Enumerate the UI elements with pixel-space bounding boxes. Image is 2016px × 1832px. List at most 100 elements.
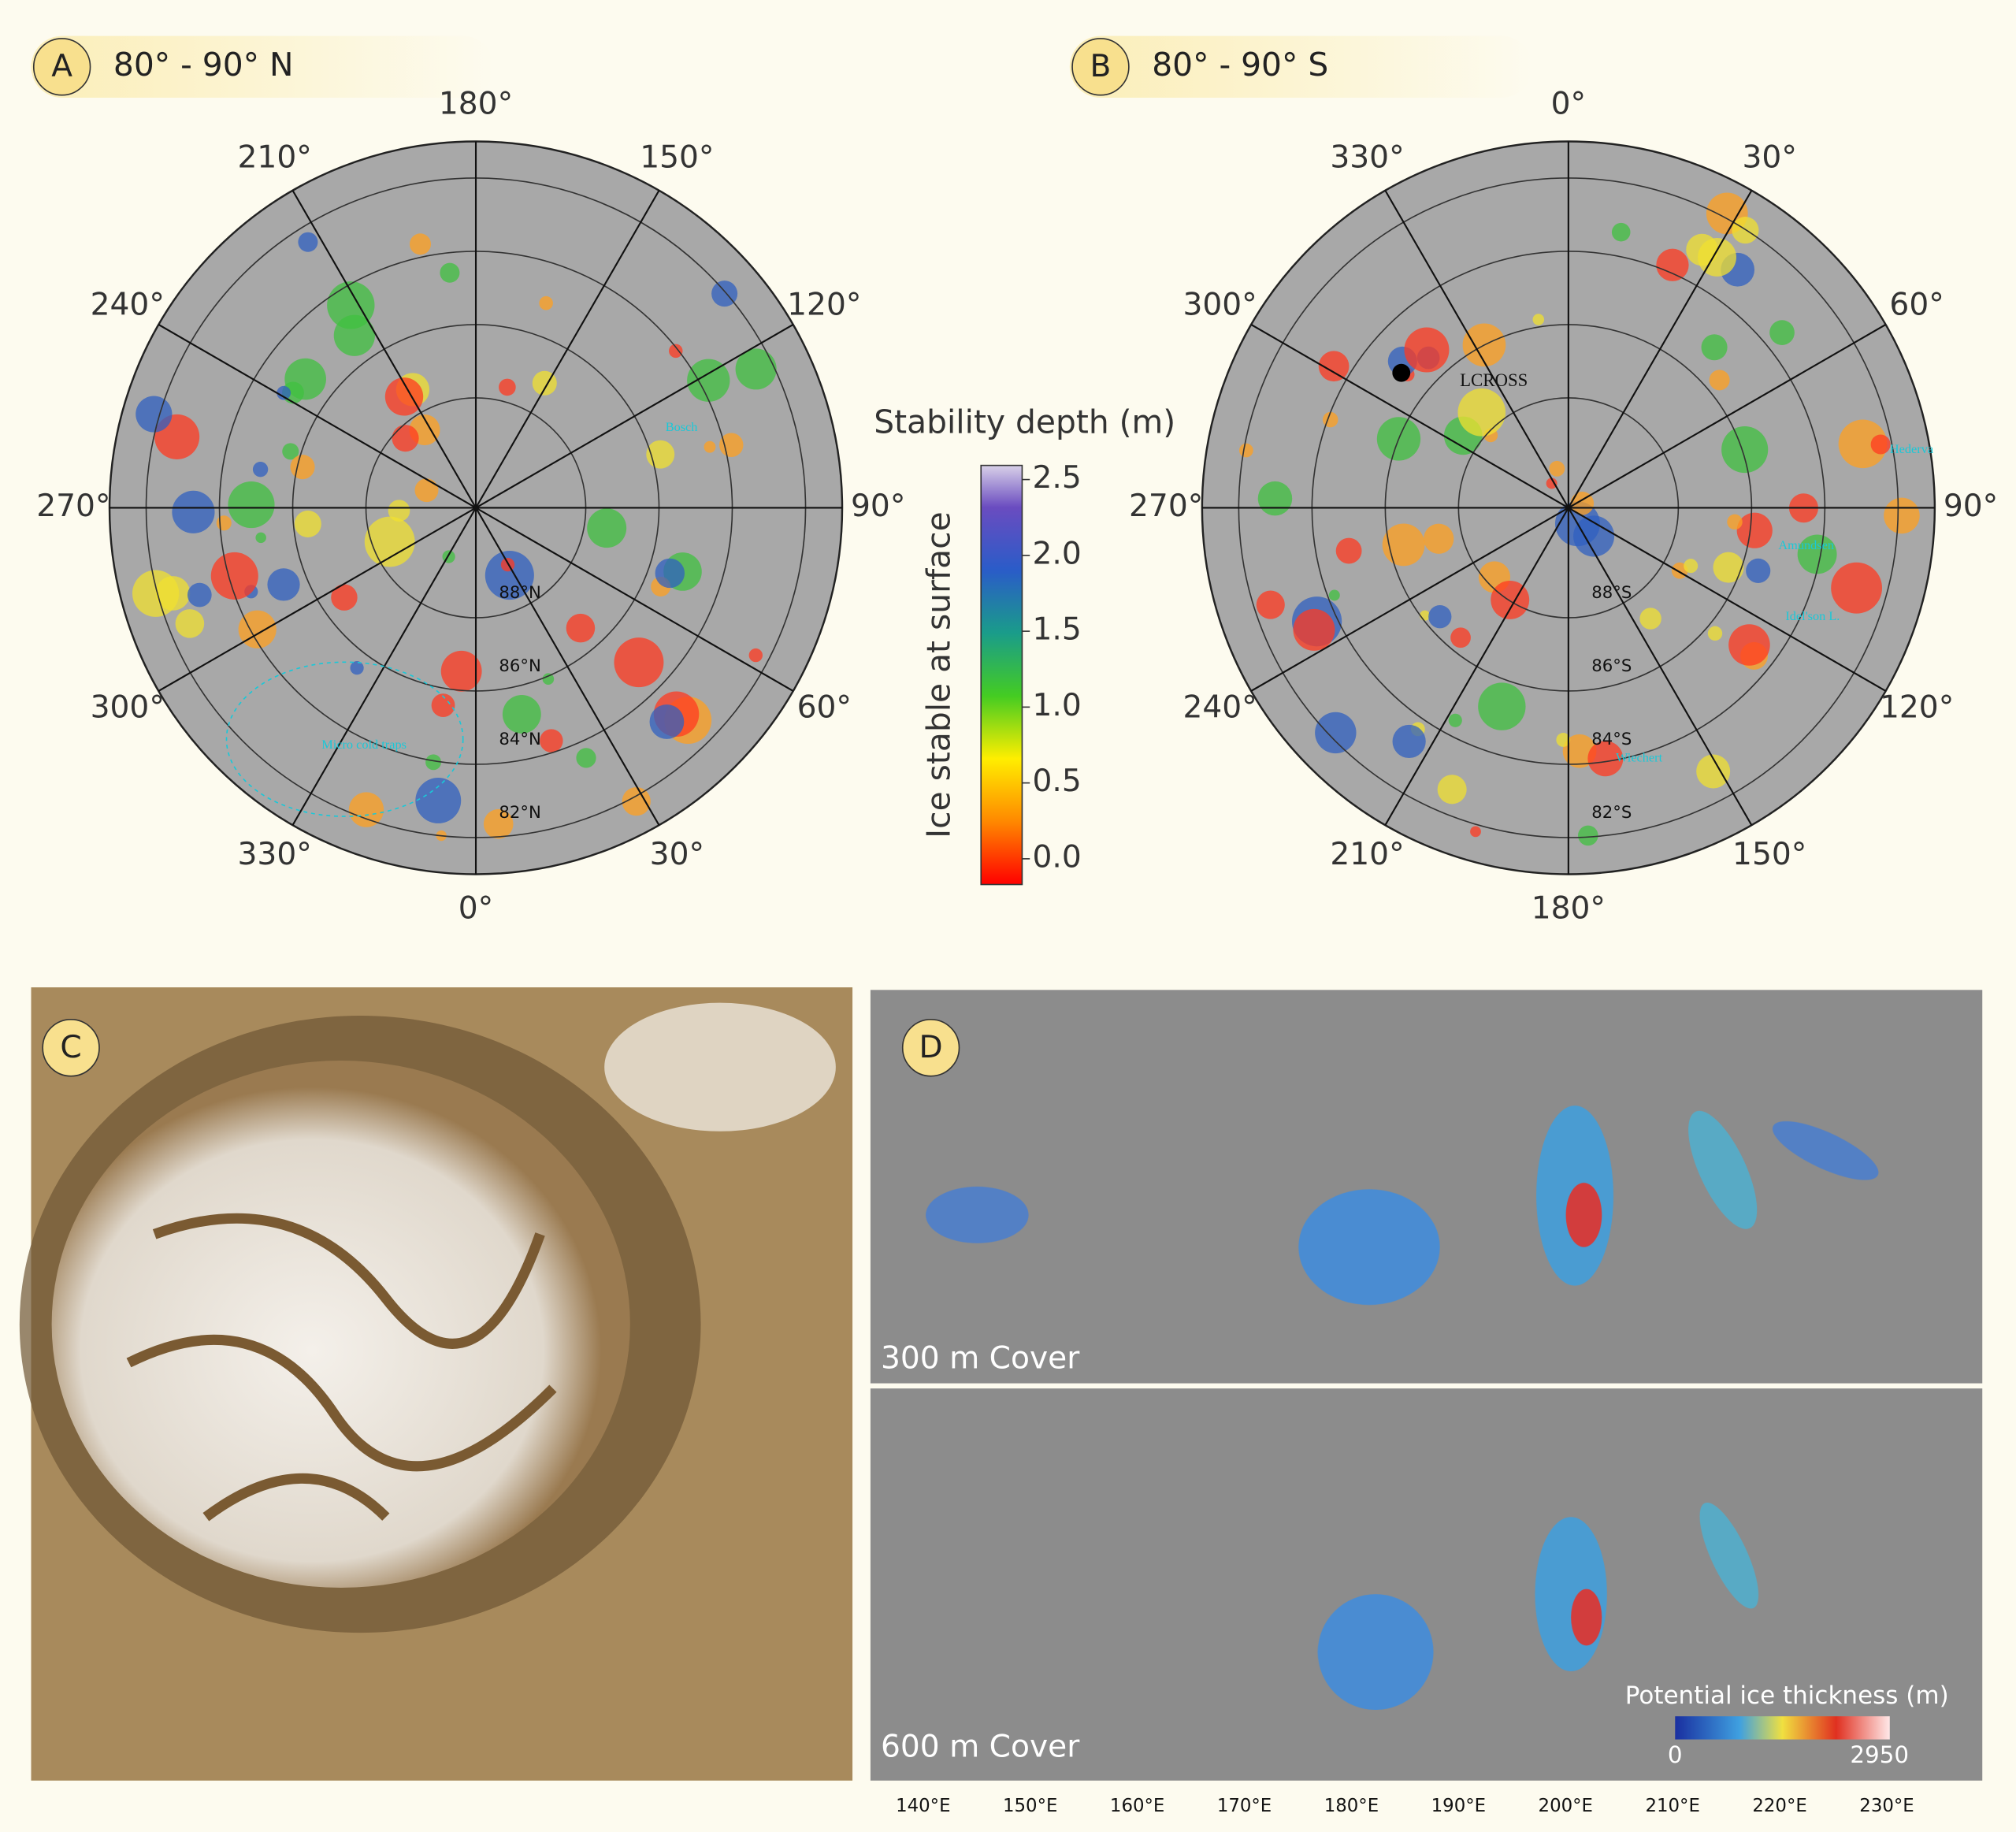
stability-blob [622, 786, 651, 816]
lcross-site [1392, 363, 1411, 382]
annotation: Bosch [666, 419, 698, 434]
stability-blob [1335, 537, 1362, 564]
map-300m [870, 990, 1983, 1384]
stability-blob [415, 778, 462, 823]
stability-blob [1491, 580, 1530, 619]
stability-blob [1448, 713, 1462, 727]
stability-blob [1797, 534, 1837, 574]
stability-blob [687, 359, 730, 402]
label-badge [42, 1019, 100, 1077]
header-pill [1069, 35, 1533, 98]
stability-blob [132, 570, 180, 617]
annotation: Hederva [1890, 441, 1934, 456]
colorbar-title: Stability depth (m) [874, 403, 1175, 440]
stability-blob [649, 704, 685, 739]
stability-blob [1239, 443, 1253, 458]
colorbar-tick-label: 1.0 [1033, 688, 1082, 723]
longitude-label: 300° [91, 689, 165, 725]
longitude-label: 330° [238, 837, 312, 872]
longitude-label: 210° [1330, 837, 1404, 872]
stability-blob [1257, 481, 1293, 516]
stability-blob [1696, 754, 1731, 789]
stability-blob [1420, 610, 1431, 621]
stability-blob [1392, 724, 1426, 759]
stability-blob [255, 532, 266, 544]
stability-blob [298, 232, 318, 252]
stability-blob [1769, 320, 1795, 345]
panel-label: A [51, 49, 72, 84]
stability-blob [409, 233, 432, 255]
stability-blob [1736, 512, 1773, 548]
stability-blob [499, 378, 516, 396]
longitude-label: 150° [640, 140, 714, 176]
longitude-label: 180° [1531, 891, 1606, 927]
stability-blob [1478, 682, 1526, 730]
stability-blob [1746, 558, 1771, 583]
x-tick-label: 200°E [1539, 1796, 1593, 1816]
longitude-label: 90° [851, 489, 905, 524]
latitude-label: 88°N [499, 583, 540, 603]
stability-blob [1318, 351, 1350, 382]
colorbar-tick-label: 2.0 [1033, 536, 1082, 571]
troughs [126, 1213, 557, 1522]
stability-blob [1437, 775, 1467, 805]
latitude-label: 84°S [1591, 730, 1632, 749]
longitude-label: 270° [36, 489, 110, 524]
stability-blob [431, 693, 455, 718]
stability-blob [414, 478, 439, 503]
longitude-label: 300° [1182, 288, 1257, 323]
stability-blob [711, 281, 738, 307]
stability-blob [384, 377, 424, 416]
annotation-outline [225, 661, 464, 817]
latitude-label: 82°N [499, 803, 540, 823]
stability-blob [1424, 523, 1454, 554]
stability-blob [1428, 604, 1452, 629]
stability-blob [1570, 492, 1595, 515]
stability-blob [735, 348, 777, 390]
colorbar-axis-label: Ice stable at surface [920, 511, 958, 838]
stability-blob [348, 792, 384, 827]
stability-blob [1293, 608, 1335, 651]
legend-max: 2950 [1850, 1741, 1909, 1768]
stability-blob [228, 481, 275, 529]
stability-blob [440, 262, 460, 283]
stability-blob [136, 396, 173, 433]
stability-blob [1684, 559, 1699, 574]
panel-label: D [919, 1030, 943, 1065]
stability-blob [333, 314, 375, 356]
stability-blob [277, 385, 291, 400]
x-tick-label: 150°E [1003, 1796, 1057, 1816]
longitude-label: 120° [1880, 689, 1954, 725]
stability-blob [282, 443, 299, 460]
stability-blob [1470, 826, 1481, 838]
maps: A 80° - 90° N B 80° - 90° S 180° 150° 120° 90° 6… [31, 35, 1998, 927]
map-600m [870, 1388, 1983, 1781]
stability-blob [1721, 425, 1769, 474]
stability-blob [425, 754, 442, 771]
stability-blob [187, 582, 212, 608]
legend-bar [1675, 1716, 1890, 1740]
meridian [291, 190, 660, 826]
stability-blob [1713, 552, 1744, 583]
legend-min: 0 [1668, 1741, 1683, 1768]
latitude-label: 86°N [499, 656, 540, 676]
longitude-label: 30° [1743, 140, 1797, 176]
stability-blob [576, 748, 596, 768]
annotation: LCROSS [1460, 370, 1528, 390]
stability-blob [350, 661, 364, 675]
stability-blob [1701, 334, 1728, 361]
annotation: Wiechert [1616, 749, 1663, 764]
stability-blob [388, 500, 410, 522]
stability-blob [175, 609, 205, 638]
stability-blob [252, 461, 269, 478]
longitude-label: 60° [797, 689, 852, 725]
stability-blob [392, 425, 419, 452]
stability-blob [210, 552, 258, 600]
stability-blob [1382, 523, 1425, 567]
meridian [1384, 190, 1753, 826]
longitude-label: 210° [238, 140, 312, 176]
frost [604, 1002, 836, 1132]
legend-title: Potential ice thickness (m) [1625, 1682, 1949, 1710]
